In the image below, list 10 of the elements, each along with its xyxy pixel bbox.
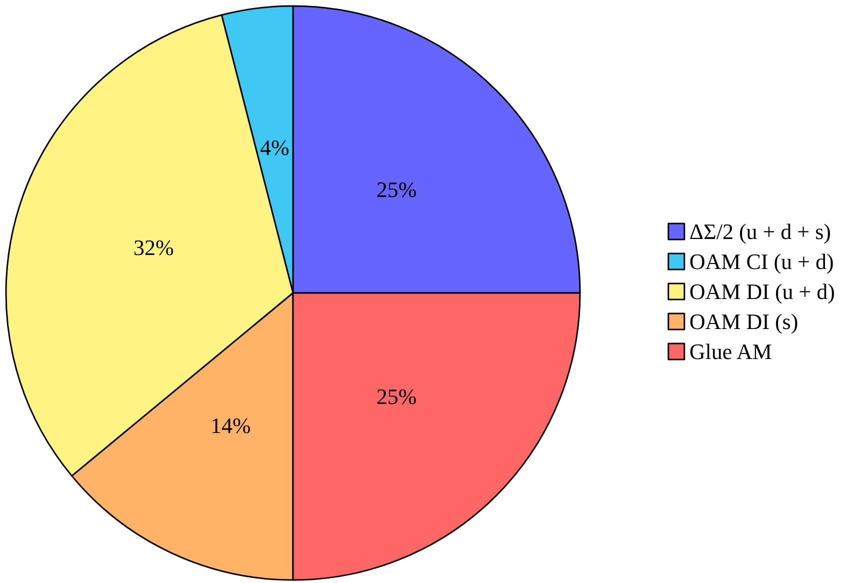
legend-label: ΔΣ/2 (u + d + s) [689, 219, 831, 244]
legend-label: OAM DI (u + d) [689, 279, 836, 304]
data-label: 25% [376, 384, 417, 410]
data-label: 14% [210, 413, 251, 438]
legend-label: OAM CI (u + d) [689, 249, 834, 274]
legend-label: Glue AM [689, 339, 772, 364]
data-label: 4% [260, 135, 290, 160]
data-label: 32% [134, 235, 174, 260]
legend-label: OAM DI (s) [689, 309, 798, 334]
data-label: 25% [376, 176, 417, 202]
